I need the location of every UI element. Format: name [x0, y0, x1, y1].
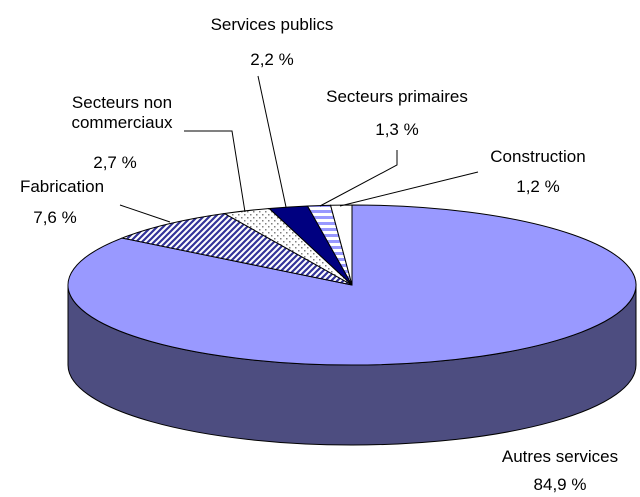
category-label: Construction	[490, 147, 586, 166]
value-label: 2,2 %	[250, 50, 294, 69]
category-label: Autres services	[501, 447, 619, 466]
leader-line	[339, 171, 479, 207]
value-label: 1,3 %	[375, 120, 419, 139]
value-label: 7,6 %	[33, 208, 77, 227]
pie-slice	[120, 212, 353, 286]
pie-slice	[329, 204, 353, 286]
leader-line	[184, 130, 246, 213]
category-label: Services publics	[210, 15, 334, 34]
value-label: 1,2 %	[516, 177, 560, 196]
category-label: Fabrication	[19, 177, 105, 196]
category-label: Secteurs non commerciaux	[71, 93, 173, 132]
category-label: Secteurs primaires	[326, 87, 468, 106]
value-label: 84,9 %	[533, 475, 587, 494]
leader-line	[257, 75, 287, 208]
leader-line	[119, 204, 171, 223]
leader-line	[319, 150, 398, 207]
value-label: 2,7 %	[93, 153, 137, 172]
